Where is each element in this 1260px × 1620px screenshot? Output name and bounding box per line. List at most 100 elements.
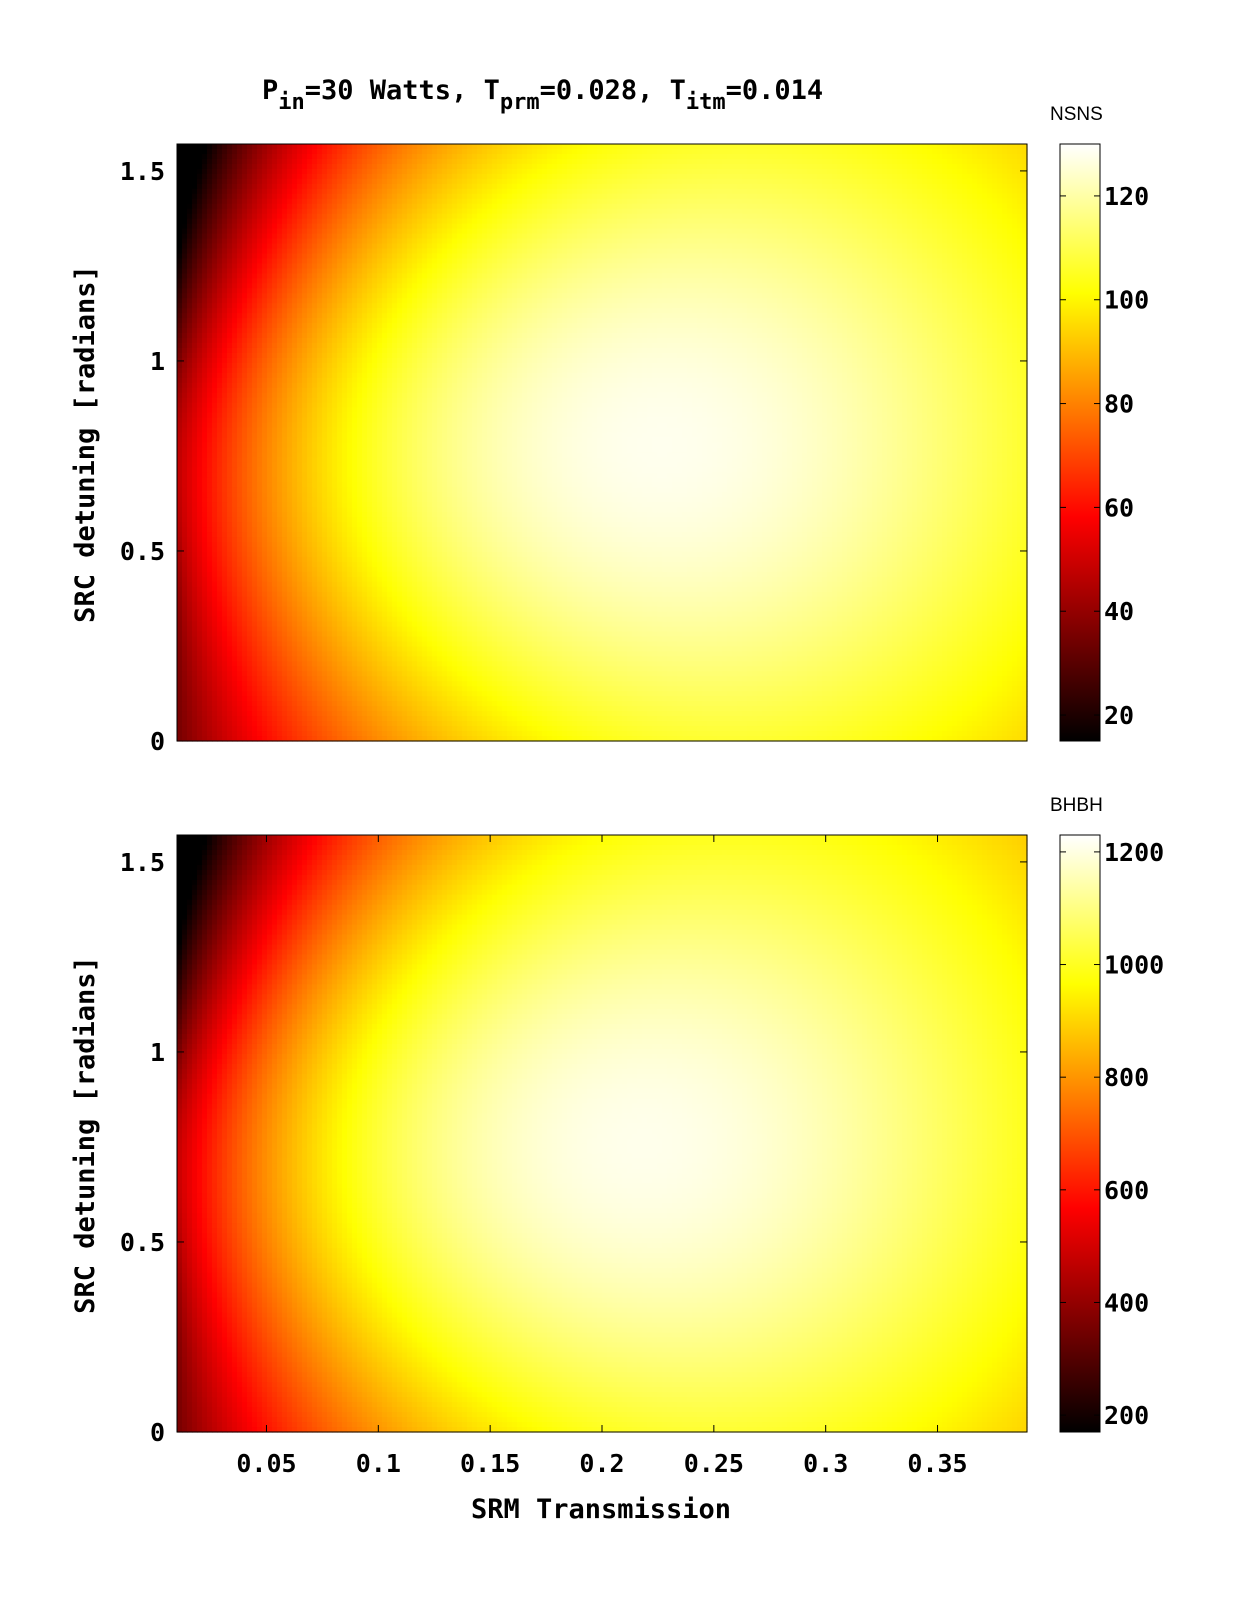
heatmap-cell [932,159,938,165]
heatmap-cell [962,164,968,170]
heatmap-cell [257,174,263,180]
heatmap-cell [222,164,228,170]
heatmap-cell [797,194,803,200]
heatmap-cell [547,219,553,225]
heatmap-cell [1017,184,1023,190]
heatmap-cell [757,179,763,185]
heatmap-cell [622,194,628,200]
heatmap-cell [757,189,763,195]
heatmap-cell [347,219,353,225]
heatmap-cell [847,209,853,215]
heatmap-cell [1012,149,1018,155]
heatmap-cell [477,169,483,175]
heatmap-cell [272,174,278,180]
heatmap-cell [497,199,503,205]
heatmap-cell [417,144,423,150]
heatmap-cell [707,169,713,175]
heatmap-cell [792,219,798,225]
heatmap-cell [772,144,778,150]
heatmap-cell [317,199,323,205]
heatmap-cell [232,189,238,195]
heatmap-cell [217,199,223,205]
heatmap-cell [412,209,418,215]
heatmap-cell [197,169,203,175]
heatmap-cell [472,159,478,165]
heatmap-cell [342,149,348,155]
heatmap-cell [732,189,738,195]
heatmap-cell [842,164,848,170]
heatmap-cell [292,154,298,160]
heatmap-cell [637,209,643,215]
heatmap-cell [562,179,568,185]
heatmap-cell [587,169,593,175]
heatmap-cell [542,179,548,185]
heatmap-cell [327,189,333,195]
heatmap-cell [467,184,473,190]
heatmap-cell [482,169,488,175]
heatmap-cell [992,204,998,210]
heatmap-cell [832,189,838,195]
heatmap-cell [797,149,803,155]
heatmap-cell [917,174,923,180]
heatmap-cell [202,224,208,230]
heatmap-cell [422,209,428,215]
heatmap-cell [857,184,863,190]
heatmap-cell [437,214,443,220]
heatmap-cell [502,184,508,190]
heatmap-cell [597,179,603,185]
heatmap-cell [997,199,1003,205]
heatmap-cell [827,184,833,190]
heatmap-cell [872,209,878,215]
heatmap-cell [392,204,398,210]
heatmap-cell [677,149,683,155]
heatmap-cell [532,204,538,210]
heatmap-cell [687,174,693,180]
heatmap-cell [892,164,898,170]
heatmap-cell [542,154,548,160]
heatmap-cell [847,224,853,230]
heatmap-cell [277,179,283,185]
heatmap-cell [1002,209,1008,215]
heatmap-cell [392,149,398,155]
heatmap-cell [377,184,383,190]
heatmap-cell [702,179,708,185]
heatmap-cell [947,184,953,190]
heatmap-cell [317,194,323,200]
heatmap-cell [947,149,953,155]
heatmap-cell [327,149,333,155]
heatmap-cell [227,229,233,235]
heatmap-cell [207,174,213,180]
heatmap-cell [477,179,483,185]
heatmap-cell [757,184,763,190]
heatmap-cell [382,194,388,200]
heatmap-cell [507,194,513,200]
heatmap-cell [627,214,633,220]
heatmap-cell [902,174,908,180]
heatmap-cell [392,189,398,195]
heatmap-cell [222,149,228,155]
heatmap-cell [422,189,428,195]
heatmap-cell [512,164,518,170]
heatmap-cell [362,164,368,170]
heatmap-cell [517,214,523,220]
heatmap-cell [527,219,533,225]
heatmap-cell [927,154,933,160]
heatmap-cell [452,154,458,160]
heatmap-cell [357,169,363,175]
heatmap-cell [647,214,653,220]
heatmap-cell [772,214,778,220]
heatmap-cell [807,174,813,180]
heatmap-cell [242,209,248,215]
heatmap-cell [602,194,608,200]
heatmap-cell [187,154,193,160]
heatmap-cell [917,214,923,220]
heatmap-cell [207,229,213,235]
heatmap-cell [362,169,368,175]
heatmap-cell [742,209,748,215]
heatmap-cell [847,184,853,190]
heatmap-cell [917,209,923,215]
heatmap-cell [307,214,313,220]
heatmap-cell [582,144,588,150]
heatmap-cell [907,164,913,170]
heatmap-cell [832,154,838,160]
